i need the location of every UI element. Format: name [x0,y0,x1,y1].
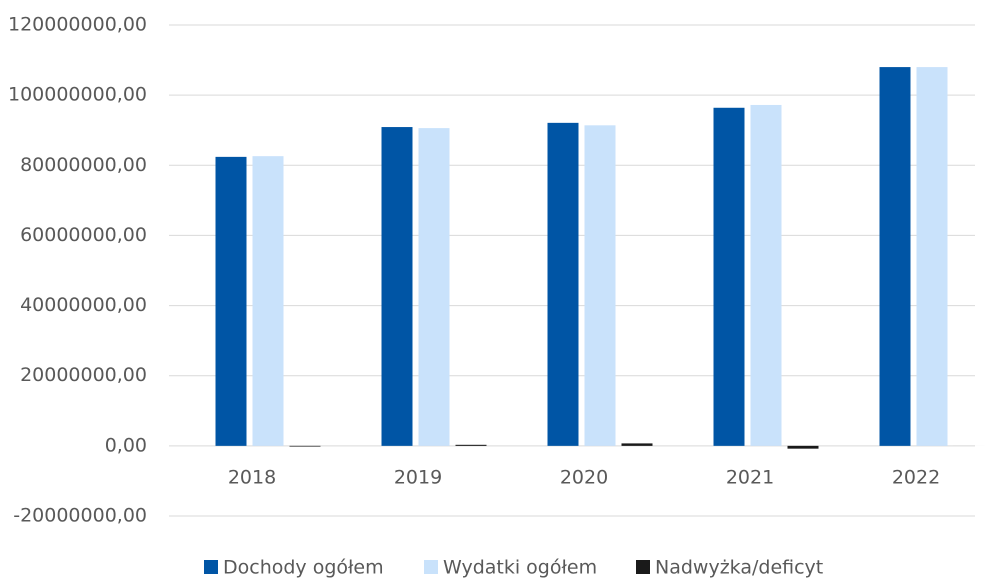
bar [916,67,948,446]
bar [713,107,745,446]
x-tick-label: 2020 [560,467,608,489]
x-tick-label: 2019 [394,467,442,489]
bar [455,444,487,446]
bar [879,67,911,446]
y-tick-label: 20000000,00 [20,364,147,386]
legend-swatch [636,560,650,574]
x-tick-label: 2018 [228,467,276,489]
bar [584,125,616,446]
y-tick-label: 60000000,00 [20,224,147,246]
legend-label: Wydatki ogółem [443,557,597,579]
bar [289,445,321,447]
legend-label: Dochody ogółem [223,557,384,579]
x-tick-label: 2022 [892,467,940,489]
bar [787,445,819,449]
y-tick-label: 40000000,00 [20,294,147,316]
y-tick-label: 120000000,00 [8,14,147,36]
y-tick-label: -20000000,00 [13,505,147,527]
y-tick-label: 80000000,00 [20,154,147,176]
bar [252,156,284,446]
legend-label: Nadwyżka/deficyt [655,557,823,579]
bar [418,128,450,446]
bar [750,104,782,446]
legend-swatch [424,560,438,574]
bar [621,443,653,446]
bar [547,122,579,446]
bar [381,127,413,446]
y-tick-label: 100000000,00 [8,84,147,106]
y-tick-label: 0,00 [105,434,147,456]
x-tick-label: 2021 [726,467,774,489]
bar [215,156,247,446]
legend-swatch [204,560,218,574]
